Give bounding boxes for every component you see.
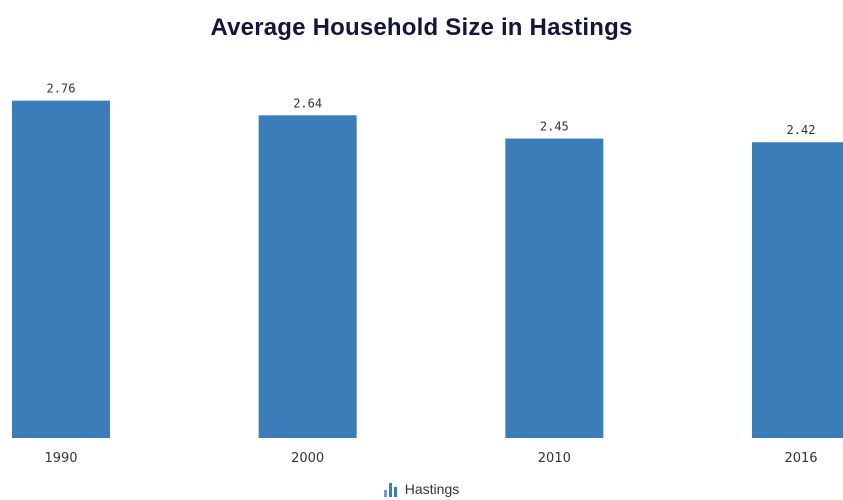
bar-chart-icon — [383, 482, 397, 497]
legend[interactable]: Hastings — [0, 481, 843, 497]
x-tick-label-2016: 2016 — [784, 451, 817, 466]
data-label-2016: 2.42 — [787, 123, 816, 137]
data-label-2000: 2.64 — [293, 96, 322, 110]
chart-title: Average Household Size in Hastings — [210, 14, 633, 41]
bar-chart-plot: 2.76 1990 2.64 2000 2.45 2010 2.42 2016 — [12, 82, 843, 466]
bar-2016[interactable] — [752, 142, 843, 438]
x-tick-label-1990: 1990 — [44, 451, 77, 466]
bar-2010[interactable] — [505, 138, 604, 439]
bar-1990[interactable] — [12, 100, 110, 439]
bar-2000[interactable] — [258, 115, 357, 438]
x-tick-label-2010: 2010 — [538, 451, 571, 466]
legend-label: Hastings — [404, 481, 460, 497]
data-label-2010: 2.45 — [540, 120, 569, 134]
x-tick-label-2000: 2000 — [291, 451, 324, 466]
data-label-1990: 2.76 — [47, 82, 76, 96]
